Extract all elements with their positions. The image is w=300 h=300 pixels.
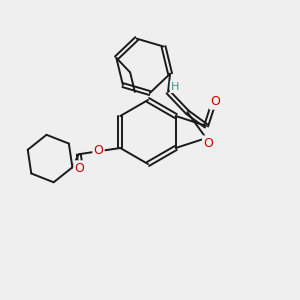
Text: H: H (171, 82, 179, 92)
Text: O: O (203, 136, 213, 150)
Text: O: O (74, 161, 84, 175)
Text: O: O (210, 95, 220, 109)
Text: O: O (94, 145, 103, 158)
